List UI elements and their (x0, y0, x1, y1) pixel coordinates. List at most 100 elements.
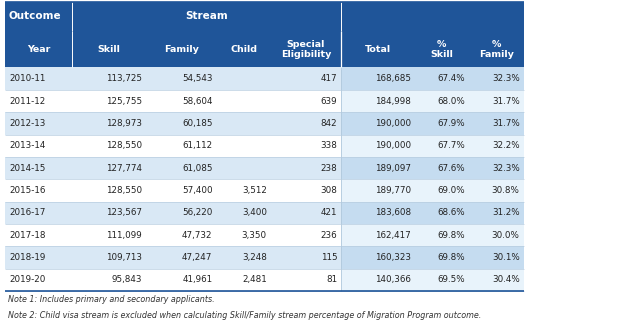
Text: 189,097: 189,097 (375, 164, 411, 173)
Text: %
Skill: % Skill (431, 40, 453, 59)
Bar (5, 67, 524, 90)
Bar (341, 67, 524, 90)
Bar (5, 224, 524, 246)
Bar (5, 202, 524, 224)
Text: 32.3%: 32.3% (492, 164, 520, 173)
Text: 54,543: 54,543 (182, 74, 212, 83)
Text: 184,998: 184,998 (375, 96, 411, 106)
Bar (341, 135, 524, 157)
Bar (5, 2, 524, 31)
Text: 30.8%: 30.8% (492, 186, 520, 195)
Text: 128,973: 128,973 (106, 119, 142, 128)
Text: 842: 842 (321, 119, 337, 128)
Text: 47,247: 47,247 (182, 253, 212, 262)
Bar (341, 269, 524, 291)
Text: Note 1: Includes primary and secondary applicants.: Note 1: Includes primary and secondary a… (8, 295, 215, 304)
Text: 308: 308 (321, 186, 337, 195)
Text: 2014-15: 2014-15 (9, 164, 45, 173)
Text: 58,604: 58,604 (182, 96, 212, 106)
Text: 81: 81 (326, 275, 337, 285)
Text: 31.7%: 31.7% (492, 119, 520, 128)
Text: Special
Eligibility: Special Eligibility (281, 40, 331, 59)
Text: 69.8%: 69.8% (438, 253, 465, 262)
Text: 32.2%: 32.2% (492, 141, 520, 150)
Text: 2017-18: 2017-18 (9, 231, 45, 240)
Text: 113,725: 113,725 (106, 74, 142, 83)
Text: 2018-19: 2018-19 (9, 253, 45, 262)
Text: 140,366: 140,366 (375, 275, 411, 285)
Text: 30.4%: 30.4% (492, 275, 520, 285)
Text: 68.6%: 68.6% (438, 208, 465, 217)
Text: 238: 238 (321, 164, 337, 173)
Bar (341, 224, 524, 246)
Bar (5, 246, 524, 269)
Text: 47,732: 47,732 (182, 231, 212, 240)
Text: 127,774: 127,774 (106, 164, 142, 173)
Text: 31.2%: 31.2% (492, 208, 520, 217)
Text: 128,550: 128,550 (106, 141, 142, 150)
Text: 67.9%: 67.9% (438, 119, 465, 128)
Text: 69.0%: 69.0% (438, 186, 465, 195)
Bar (5, 90, 524, 112)
Text: 190,000: 190,000 (375, 141, 411, 150)
Text: 3,512: 3,512 (242, 186, 267, 195)
Text: 3,248: 3,248 (242, 253, 267, 262)
Text: 69.5%: 69.5% (438, 275, 465, 285)
Text: 2013-14: 2013-14 (9, 141, 45, 150)
Text: 68.0%: 68.0% (438, 96, 465, 106)
Bar (5, 157, 524, 179)
Text: 61,085: 61,085 (182, 164, 212, 173)
Text: 32.3%: 32.3% (492, 74, 520, 83)
Text: 61,112: 61,112 (182, 141, 212, 150)
Bar (341, 202, 524, 224)
Text: 56,220: 56,220 (182, 208, 212, 217)
Text: 3,350: 3,350 (242, 231, 267, 240)
Text: Family: Family (164, 45, 198, 54)
Text: 2019-20: 2019-20 (9, 275, 45, 285)
Text: Child: Child (230, 45, 257, 54)
Bar (5, 179, 524, 202)
Bar (5, 135, 524, 157)
Text: 67.7%: 67.7% (438, 141, 465, 150)
Text: 115: 115 (321, 253, 337, 262)
Text: 236: 236 (321, 231, 337, 240)
Text: 95,843: 95,843 (111, 275, 142, 285)
Text: Outcome: Outcome (9, 12, 61, 21)
Text: 123,567: 123,567 (106, 208, 142, 217)
Text: 30.0%: 30.0% (492, 231, 520, 240)
Text: 57,400: 57,400 (182, 186, 212, 195)
Text: Note 2: Child visa stream is excluded when calculating Skill/Family stream perce: Note 2: Child visa stream is excluded wh… (8, 311, 481, 320)
Text: 183,608: 183,608 (375, 208, 411, 217)
Text: Total: Total (365, 45, 391, 54)
Text: Skill: Skill (98, 45, 120, 54)
Text: 2010-11: 2010-11 (9, 74, 45, 83)
Text: 41,961: 41,961 (182, 275, 212, 285)
Text: Year: Year (27, 45, 51, 54)
Text: 190,000: 190,000 (375, 119, 411, 128)
Text: 2015-16: 2015-16 (9, 186, 45, 195)
Text: 125,755: 125,755 (106, 96, 142, 106)
Text: Stream: Stream (186, 12, 228, 21)
Text: 2011-12: 2011-12 (9, 96, 45, 106)
Bar (341, 179, 524, 202)
Text: 421: 421 (321, 208, 337, 217)
Text: 168,685: 168,685 (375, 74, 411, 83)
Text: 189,770: 189,770 (375, 186, 411, 195)
Bar (341, 112, 524, 135)
Text: 639: 639 (321, 96, 337, 106)
Text: 338: 338 (321, 141, 337, 150)
Text: 67.4%: 67.4% (438, 74, 465, 83)
Text: %
Family: % Family (479, 40, 514, 59)
Text: 128,550: 128,550 (106, 186, 142, 195)
Bar (341, 246, 524, 269)
Bar (5, 31, 524, 67)
Text: 417: 417 (321, 74, 337, 83)
Text: 31.7%: 31.7% (492, 96, 520, 106)
Text: 2016-17: 2016-17 (9, 208, 45, 217)
Text: 2012-13: 2012-13 (9, 119, 45, 128)
Text: 60,185: 60,185 (182, 119, 212, 128)
Bar (5, 269, 524, 291)
Text: 30.1%: 30.1% (492, 253, 520, 262)
Text: 111,099: 111,099 (106, 231, 142, 240)
Bar (341, 157, 524, 179)
